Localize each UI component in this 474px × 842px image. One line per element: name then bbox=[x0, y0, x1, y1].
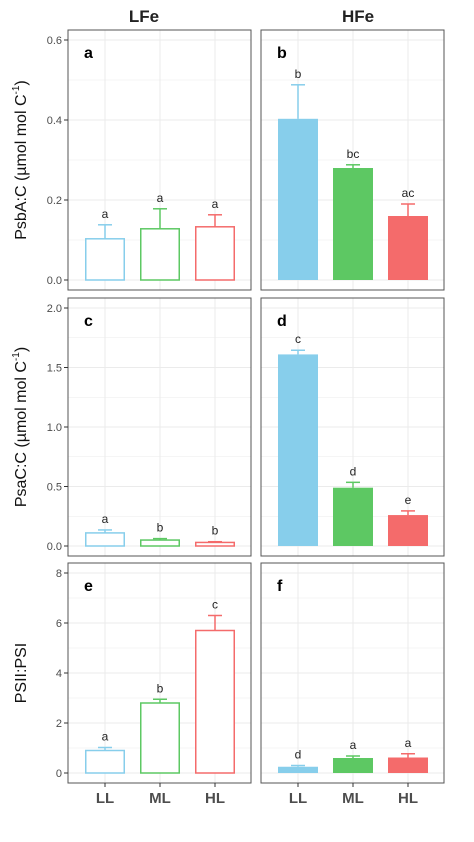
y-tick-label: 0 bbox=[56, 768, 62, 780]
y-axis-labels: PsbA:C (µmol mol C-1)PsaC:C (µmol mol C-… bbox=[11, 80, 30, 703]
bar-ML bbox=[333, 168, 373, 280]
bar-ML bbox=[140, 539, 180, 547]
y-tick-label: 0.6 bbox=[47, 35, 62, 47]
panel-c: a b b c 0.0 0.5 1.0 1.5 2.0 bbox=[47, 297, 252, 557]
significance-letter: c bbox=[212, 598, 218, 612]
significance-letter: b bbox=[212, 524, 219, 538]
bar-HL bbox=[388, 515, 428, 546]
panel-border bbox=[260, 297, 445, 557]
x-tick-label: ML bbox=[342, 790, 364, 807]
x-tick-label: HL bbox=[398, 790, 418, 807]
y-tick-label: 6 bbox=[56, 618, 62, 630]
bar-ML bbox=[333, 487, 373, 546]
x-tick-label: ML bbox=[149, 790, 171, 807]
y-axis-title-superscript: -1 bbox=[11, 352, 22, 361]
panel-label: b bbox=[277, 45, 287, 62]
bar-HL bbox=[388, 216, 428, 280]
significance-letter: a bbox=[102, 512, 109, 526]
bar-LL bbox=[278, 766, 318, 773]
y-tick-label: 0.2 bbox=[47, 195, 62, 207]
significance-letter: ac bbox=[402, 186, 415, 200]
y-tick-label: 4 bbox=[56, 668, 62, 680]
y-axis-title-main: PSII:PSI bbox=[13, 643, 30, 703]
panel-border bbox=[260, 29, 445, 291]
facet-label-lfe: LFe bbox=[129, 7, 159, 26]
x-tick-label: LL bbox=[289, 790, 307, 807]
y-tick-label: 1.5 bbox=[47, 363, 62, 375]
significance-letter: b bbox=[157, 681, 164, 695]
significance-letter: a bbox=[157, 191, 164, 205]
bar-LL bbox=[85, 749, 125, 774]
bar-ML bbox=[140, 702, 180, 774]
significance-letter: a bbox=[212, 197, 219, 211]
x-tick-label: HL bbox=[205, 790, 225, 807]
significance-letter: d bbox=[350, 464, 357, 478]
panel-e: a b c e 0 2 4 6 8 LL ML HL bbox=[56, 562, 252, 807]
panel-a: a a a a 0.0 0.2 0.4 0.6 bbox=[47, 29, 252, 291]
y-tick-label: 0.0 bbox=[47, 275, 62, 287]
panel-label: f bbox=[277, 578, 283, 595]
significance-letter: c bbox=[295, 332, 301, 346]
y-tick-label: 2 bbox=[56, 718, 62, 730]
facet-label-hfe: HFe bbox=[342, 7, 374, 26]
y-axis-title-close: ) bbox=[13, 80, 30, 85]
y-tick-label: 8 bbox=[56, 568, 62, 580]
bar-HL bbox=[195, 541, 235, 547]
y-tick-label: 0.0 bbox=[47, 541, 62, 553]
panel-label: e bbox=[84, 578, 93, 595]
significance-letter: a bbox=[405, 736, 412, 750]
panel-border bbox=[67, 29, 252, 291]
significance-letter: a bbox=[102, 730, 109, 744]
y-axis-title-main: PsaC:C (µmol mol C bbox=[13, 361, 30, 507]
bar-LL bbox=[278, 118, 318, 280]
y-axis-title-close: ) bbox=[13, 347, 30, 352]
bar-HL bbox=[195, 629, 235, 774]
y-axis-title: PsbA:C (µmol mol C-1) bbox=[11, 80, 30, 239]
significance-letter: e bbox=[405, 493, 412, 507]
y-axis-title-main: PsbA:C (µmol mol C bbox=[13, 94, 30, 239]
bar-HL bbox=[195, 226, 235, 281]
significance-letter: d bbox=[295, 748, 302, 762]
y-tick-label: 0.5 bbox=[47, 482, 62, 494]
significance-letter: a bbox=[102, 207, 109, 221]
bar-LL bbox=[278, 354, 318, 546]
y-axis-title-superscript: -1 bbox=[11, 85, 22, 94]
panel-label: c bbox=[84, 313, 93, 330]
significance-letter: bc bbox=[347, 147, 360, 161]
panel-f: d a a f LL ML HL bbox=[260, 562, 445, 807]
significance-letter: b bbox=[157, 521, 164, 535]
bar-ML bbox=[140, 228, 180, 281]
y-axis-title: PSII:PSI bbox=[13, 643, 30, 703]
bar-LL bbox=[85, 532, 125, 547]
significance-letter: b bbox=[295, 67, 302, 81]
bar-HL bbox=[388, 757, 428, 773]
x-tick-label: LL bbox=[96, 790, 114, 807]
y-axis-title: PsaC:C (µmol mol C-1) bbox=[11, 347, 30, 507]
panel-b: b bc ac b bbox=[260, 29, 445, 291]
y-tick-label: 1.0 bbox=[47, 422, 62, 434]
panel-label: d bbox=[277, 313, 287, 330]
panel-label: a bbox=[84, 45, 93, 62]
bar-ML bbox=[333, 758, 373, 773]
significance-letter: a bbox=[350, 738, 357, 752]
bar-LL bbox=[85, 238, 125, 281]
y-tick-label: 2.0 bbox=[47, 303, 62, 315]
y-tick-label: 0.4 bbox=[47, 115, 62, 127]
